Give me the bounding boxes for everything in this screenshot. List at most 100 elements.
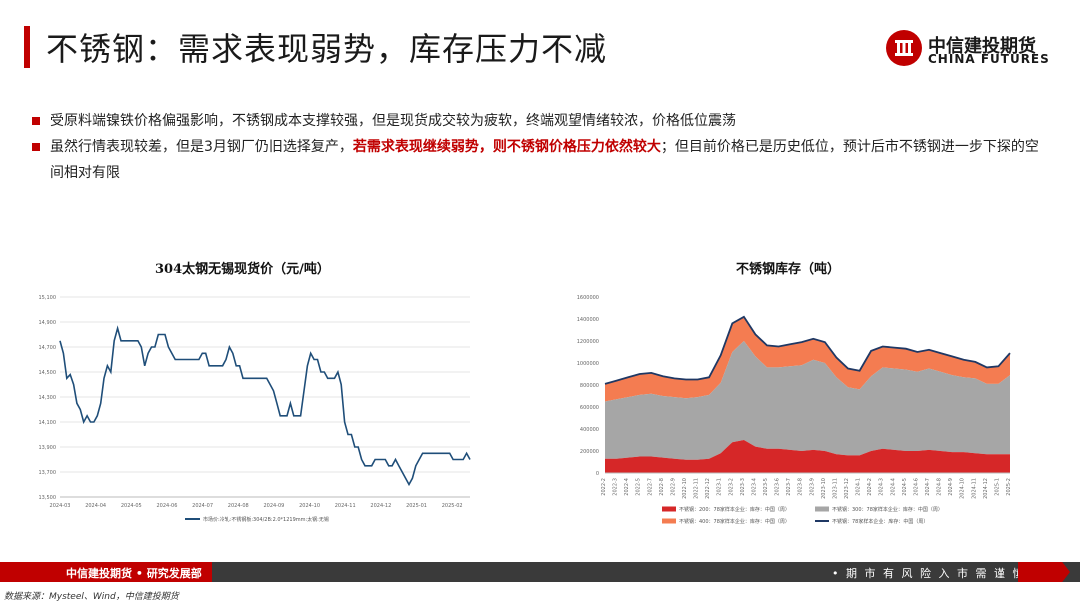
legend-label: 不锈钢：300：78家样本企业：库存：中国（周） [832, 506, 943, 513]
x-tick-label: 2023-2 [728, 478, 734, 496]
legend-label: 不锈钢：400：78家样本企业：库存：中国（周） [679, 518, 790, 525]
x-tick-label: 2023-10 [821, 478, 827, 499]
y-tick-label: 14,500 [39, 370, 57, 376]
bullet-text: 受原料端镍铁价格偏强影响，不锈钢成本支撑较强，但是现货成交较为疲软，终端观望情绪… [50, 113, 736, 129]
inventory-area-chart: 0 200000 400000 600000 800000 1000000 1200000 1… [577, 295, 1012, 525]
x-tick-label: 2023-9 [809, 478, 815, 496]
y-tick-label: 1600000 [577, 295, 599, 301]
bullet-list: 受原料端镍铁价格偏强影响，不锈钢成本支撑较强，但是现货成交较为疲软，终端观望情绪… [30, 108, 1040, 186]
x-tick-label: 2022-12 [705, 478, 711, 499]
bullet-square-icon [32, 143, 40, 151]
x-tick-label: 2023-12 [844, 478, 850, 499]
x-tick-label: 2023-8 [798, 478, 804, 496]
bullet-text: 虽然行情表现较差，但是3月钢厂仍旧选择复产， [50, 139, 353, 155]
legend-label: 不锈钢：78家样本企业：库存：中国（周） [832, 518, 928, 525]
x-tick-label: 2024-3 [879, 478, 885, 496]
x-tick-label: 2023-11 [832, 478, 838, 499]
x-tick-label: 2024-1 [856, 478, 862, 496]
y-tick-label: 1400000 [577, 317, 599, 323]
x-tick-label: 2023-1 [717, 478, 723, 496]
x-tick-label: 2024-11 [335, 503, 356, 509]
x-tick-label: 2025-2 [1006, 478, 1012, 496]
series-200-area [605, 440, 1010, 473]
x-tick-label: 2024-2 [867, 478, 873, 496]
x-tick-label: 2025-02 [442, 503, 463, 509]
x-tick-label: 2024-08 [228, 503, 249, 509]
series-400-area [605, 316, 1010, 402]
legend-swatch [662, 506, 676, 512]
x-tick-label: 2024-8 [937, 478, 943, 496]
x-tick-label: 2024-9 [948, 478, 954, 496]
x-tick-label: 2022-4 [624, 478, 630, 496]
x-tick-label: 2022-9 [670, 478, 676, 496]
y-tick-label: 0 [596, 471, 599, 477]
y-tick-label: 14,900 [39, 320, 57, 326]
footer-department: 中信建投期货 • 研究发展部 [66, 567, 202, 580]
inventory-chart-title: 不锈钢库存（吨） [736, 262, 841, 277]
x-tick-label: 2022-7 [647, 478, 653, 496]
x-tick-label: 2024-10 [960, 478, 966, 499]
y-tick-label: 13,500 [39, 495, 57, 501]
y-tick-label: 14,300 [39, 395, 57, 401]
x-tick-label: 2022-10 [682, 478, 688, 499]
y-tick-label: 14,700 [39, 345, 57, 351]
y-tick-label: 13,700 [39, 470, 57, 476]
bullet-text: ；但目前价格已是历史低位，预计后市不锈钢进一步下探的空间相对有限 [50, 139, 1039, 181]
legend-swatch [662, 518, 676, 524]
footer-red-block [0, 562, 212, 582]
series-300-area [605, 341, 1010, 460]
x-tick-label: 2023-3 [740, 478, 746, 496]
footer-risk-warning: • 期 市 有 风 险 入 市 需 谨 慎 [832, 567, 1026, 580]
x-tick-label: 2023-6 [775, 478, 781, 496]
y-tick-label: 800000 [580, 383, 599, 389]
y-tick-label: 200000 [580, 449, 599, 455]
bullet-item: 虽然行情表现较差，但是3月钢厂仍旧选择复产，若需求表现继续弱势，则不锈钢价格压力… [30, 134, 1040, 186]
x-tick-label: 2025-1 [994, 478, 1000, 496]
x-tick-label: 2024-03 [50, 503, 71, 509]
logo-text-en: CHINA FUTURES [928, 52, 1050, 66]
company-logo: 中信建投期货 CHINA FUTURES [886, 30, 1066, 70]
price-series-line [59, 325, 471, 487]
y-tick-label: 400000 [580, 427, 599, 433]
x-tick-label: 2024-10 [299, 503, 320, 509]
x-tick-label: 2022-2 [601, 478, 607, 496]
x-tick-label: 2022-3 [613, 478, 619, 496]
x-tick-label: 2024-12 [370, 503, 391, 509]
bullet-highlight-text: 若需求表现继续弱势，则不锈钢价格压力依然较大 [352, 139, 661, 155]
footer-bar [0, 562, 1080, 582]
x-tick-label: 2023-4 [751, 478, 757, 496]
x-tick-label: 2024-06 [157, 503, 178, 509]
x-tick-label: 2022-8 [659, 478, 665, 496]
x-tick-label: 2022-11 [694, 478, 700, 499]
bullet-square-icon [32, 117, 40, 125]
x-tick-label: 2023-5 [763, 478, 769, 496]
y-tick-label: 1200000 [577, 339, 599, 345]
x-tick-label: 2024-5 [902, 478, 908, 496]
logo-text-cn: 中信建投期货 [928, 36, 1036, 57]
footer-arrow-icon [1018, 562, 1070, 582]
y-tick-label: 14,100 [39, 420, 57, 426]
price-chart-title: 304太钢无锡现货价（元/吨） [155, 262, 330, 277]
legend-swatch [815, 506, 829, 512]
x-tick-label: 2024-09 [263, 503, 284, 509]
logo-emblem-icon [886, 30, 922, 66]
data-source: 数据来源：Mysteel、Wind，中信建投期货 [4, 592, 179, 602]
x-tick-label: 2024-04 [85, 503, 106, 509]
x-tick-label: 2024-12 [983, 478, 989, 499]
page-title: 不锈钢：需求表现弱势，库存压力不减 [46, 30, 608, 68]
x-tick-label: 2025-01 [406, 503, 427, 509]
x-tick-label: 2024-11 [971, 478, 977, 499]
legend-label: 不锈钢：200：78家样本企业：库存：中国（周） [679, 506, 790, 513]
legend-label: 市场价:冷轧:不锈钢板:304/2B:2.0*1219mm:太钢:无锡 [203, 516, 329, 523]
x-tick-label: 2023-7 [786, 478, 792, 496]
title-accent-bar [24, 26, 30, 68]
x-tick-label: 2024-4 [890, 478, 896, 496]
y-tick-label: 15,100 [39, 295, 57, 301]
price-line-chart: 13,500 13,700 13,900 14,100 14,300 14,500 14,7… [39, 295, 471, 523]
x-tick-label: 2024-05 [121, 503, 142, 509]
y-tick-label: 13,900 [39, 445, 57, 451]
x-tick-label: 2024-7 [925, 478, 931, 496]
x-tick-label: 2024-07 [192, 503, 213, 509]
y-tick-label: 1000000 [577, 361, 599, 367]
y-tick-label: 600000 [580, 405, 599, 411]
